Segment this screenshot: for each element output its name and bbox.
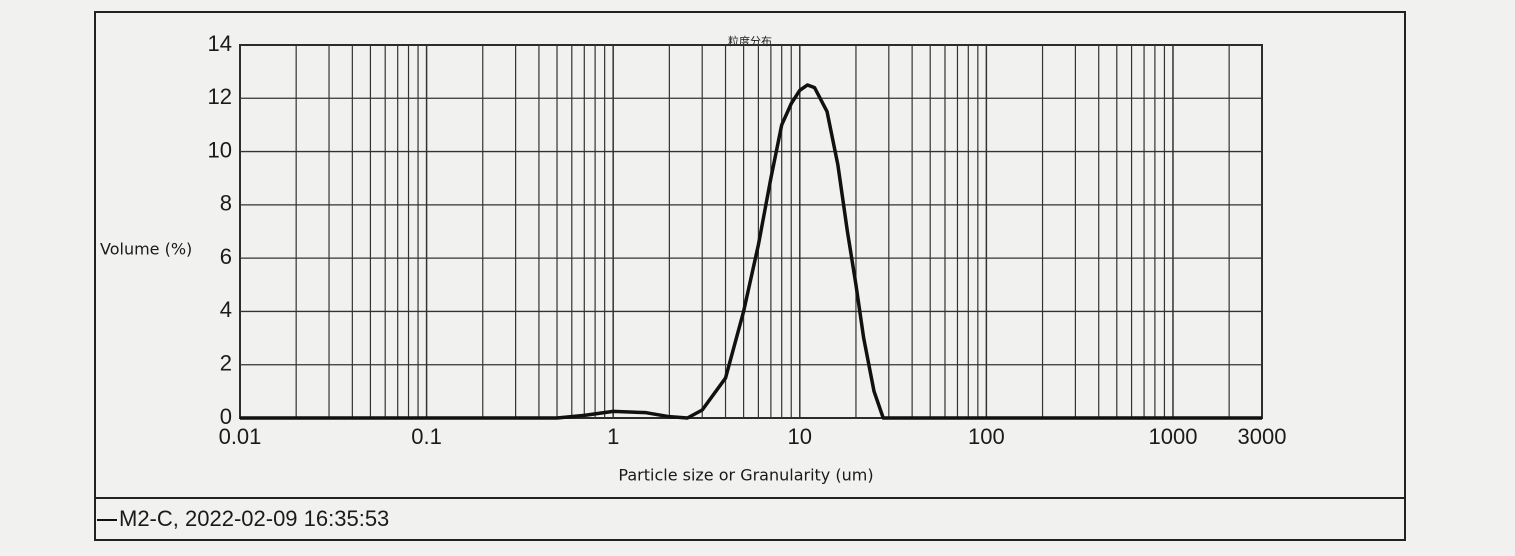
y-tick-label: 10: [208, 137, 232, 162]
plot-area: [239, 44, 1263, 419]
x-tick-label: 0.01: [219, 424, 262, 449]
x-tick-label: 10: [788, 424, 812, 449]
y-axis-label: Volume (%): [100, 240, 192, 259]
x-axis-label: Particle size or Granularity (um): [618, 466, 873, 485]
y-tick-label: 12: [208, 84, 232, 109]
y-tick-label: 2: [220, 351, 232, 376]
legend-label: M2-C, 2022-02-09 16:35:53: [119, 506, 389, 531]
y-tick-label: 14: [208, 31, 232, 56]
x-tick-label: 1: [607, 424, 619, 449]
x-tick-label: 100: [968, 424, 1005, 449]
y-tick-label: 0: [220, 404, 232, 429]
y-tick-label: 6: [220, 244, 232, 269]
frame: [94, 11, 1406, 541]
x-tick-label: 3000: [1238, 424, 1287, 449]
series-line: [240, 83, 1262, 420]
x-tick-label: 0.1: [411, 424, 442, 449]
y-tick-label: 4: [220, 297, 232, 322]
x-tick-label: 1000: [1148, 424, 1197, 449]
y-tick-label: 8: [220, 191, 232, 216]
